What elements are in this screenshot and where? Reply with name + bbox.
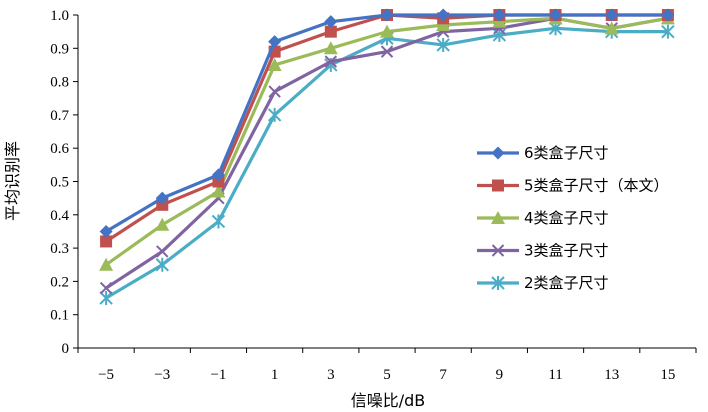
axes: 00.10.20.30.40.50.60.70.80.91.0−5 −3 −1 1 3 5… [50, 8, 697, 383]
data-point [436, 8, 450, 22]
legend-marker [491, 146, 505, 160]
marker-stroke [156, 245, 169, 258]
data-point [155, 257, 169, 272]
x-axis-title: 信噪比/dB [351, 391, 426, 410]
data-point [155, 191, 169, 205]
data-point [436, 17, 451, 31]
data-point [268, 85, 281, 98]
x-tick-label: 5 [383, 367, 391, 383]
y-axis-title: 平均识别率 [3, 141, 22, 221]
data-point [211, 184, 226, 198]
data-point [492, 8, 506, 22]
legend-item: 2类盒子尺寸 [477, 274, 609, 292]
legend-label: 3类盒子尺寸 [524, 242, 609, 260]
x-tick-label: 1 [271, 367, 279, 383]
data-point [380, 45, 394, 58]
legend-item: 3类盒子尺寸 [477, 242, 609, 260]
legend-item: 5类盒子尺寸（本文） [477, 177, 669, 195]
data-point [380, 8, 394, 22]
x-tick-label: 15 [660, 367, 675, 383]
series-line [105, 13, 668, 233]
legend-item: 6类盒子尺寸 [477, 144, 609, 162]
data-point [212, 175, 225, 188]
legend-marker [491, 276, 505, 290]
y-tick-label: 0.1 [50, 308, 69, 324]
x-tick-label: −3 [154, 367, 170, 383]
data-point [605, 8, 619, 22]
data-point [267, 57, 282, 71]
legend-marker [491, 211, 505, 224]
x-tick-label: 9 [496, 367, 504, 383]
legend-label: 5类盒子尺寸（本文） [524, 177, 669, 195]
y-tick-label: 0.8 [50, 75, 69, 91]
data-point [100, 235, 113, 248]
y-tick-label: 0.6 [50, 141, 69, 157]
marker-stroke [324, 55, 338, 68]
x-tick-label: 7 [439, 367, 447, 383]
y-tick-label: 0.4 [50, 208, 69, 224]
series-1 [99, 8, 675, 238]
y-tick-label: 0.9 [50, 41, 69, 57]
data-point [211, 214, 226, 229]
y-tick-label: 0.7 [50, 108, 69, 124]
data-point [324, 55, 338, 68]
series-layer [99, 8, 675, 306]
x-tick-label: 13 [604, 367, 619, 383]
data-point [323, 41, 338, 55]
x-tick-label: −1 [210, 367, 226, 383]
marker-stroke [380, 45, 394, 58]
data-point [156, 198, 169, 211]
data-point [211, 168, 225, 182]
legend-label: 6类盒子尺寸 [524, 144, 609, 162]
y-tick-label: 0 [62, 341, 70, 357]
data-point [155, 217, 170, 231]
legend-item: 4类盒子尺寸 [477, 209, 609, 227]
data-point [661, 24, 675, 39]
series-3 [99, 11, 675, 271]
data-point [99, 224, 113, 238]
data-point [549, 8, 563, 22]
x-tick-label: 3 [327, 367, 335, 383]
y-tick-label: 0.3 [50, 241, 69, 257]
data-point [267, 107, 282, 122]
legend-marker [491, 244, 505, 257]
x-tick-label: 11 [548, 367, 562, 383]
data-point [99, 281, 113, 295]
legend: 6类盒子尺寸 5类盒子尺寸（本文） 4类盒子尺寸 3类盒子尺寸 2类盒子尺寸 [477, 144, 669, 292]
legend-label: 4类盒子尺寸 [524, 209, 609, 227]
data-point [324, 25, 337, 38]
legend-marker [492, 179, 504, 192]
x-tick-label: −5 [98, 367, 114, 383]
data-point [604, 21, 619, 35]
data-point [661, 8, 675, 22]
data-point [99, 257, 114, 271]
data-point [436, 37, 450, 52]
y-tick-label: 0.2 [50, 274, 69, 290]
marker-stroke [99, 281, 113, 295]
data-point [324, 15, 338, 29]
data-point [268, 35, 282, 49]
data-point [380, 24, 394, 38]
marker-stroke [491, 244, 505, 257]
series-5 [99, 21, 675, 306]
y-tick-label: 0.5 [50, 175, 69, 191]
series-line [105, 16, 669, 267]
data-point [156, 245, 169, 258]
y-tick-label: 1.0 [50, 8, 69, 24]
data-point [99, 291, 113, 306]
legend-label: 2类盒子尺寸 [524, 274, 609, 292]
marker-stroke [268, 85, 281, 98]
